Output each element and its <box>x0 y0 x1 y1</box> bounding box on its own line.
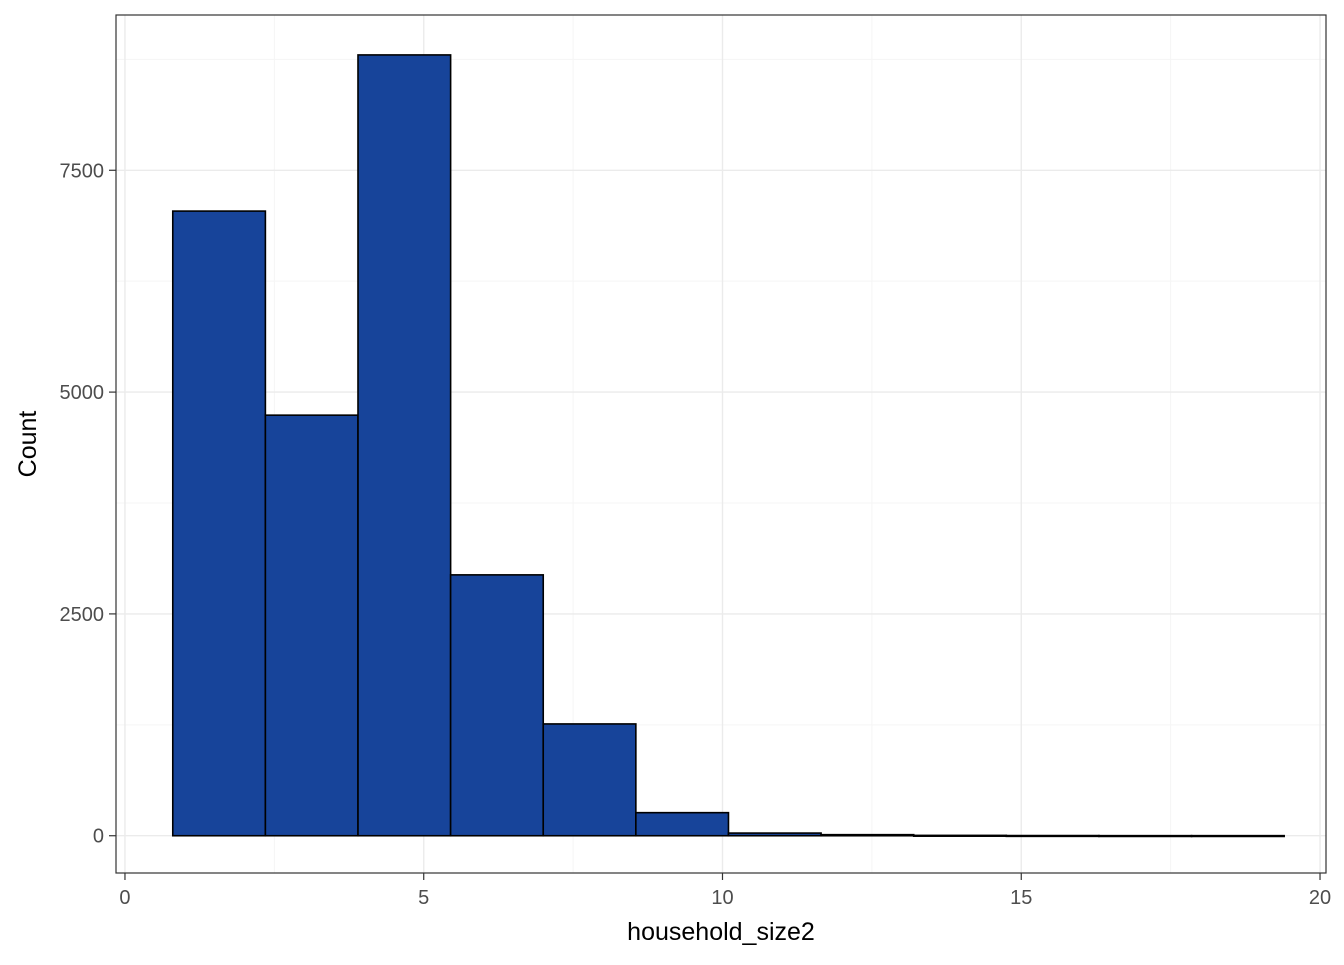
histogram-bar <box>171 210 267 837</box>
panel-border <box>115 14 1327 874</box>
x-tick-label: 10 <box>711 887 733 909</box>
histogram-bar <box>1098 834 1193 838</box>
y-axis-title: Count <box>14 411 42 478</box>
y-tick-label: 7500 <box>60 160 105 182</box>
y-axis-ticks: 0 2500 5000 7500 <box>60 160 116 848</box>
y-tick-label: 2500 <box>60 604 105 626</box>
histogram-bar <box>727 832 822 837</box>
y-tick-label: 0 <box>93 826 104 848</box>
histogram-bar <box>912 834 1008 837</box>
histogram-bar <box>1190 834 1285 838</box>
x-tick-label: 5 <box>418 887 429 909</box>
x-axis-title: household_size2 <box>627 918 815 946</box>
x-tick-label: 15 <box>1010 887 1032 909</box>
histogram-bar <box>1005 834 1100 838</box>
histogram-bar <box>635 811 730 837</box>
histogram-bar <box>820 833 915 837</box>
histogram-bars <box>171 54 1285 838</box>
histogram-bar <box>449 574 545 837</box>
histogram-bar <box>264 414 359 837</box>
histogram-bar <box>357 54 452 837</box>
histogram-bar <box>542 723 637 837</box>
x-tick-label: 20 <box>1309 887 1331 909</box>
x-axis-ticks: 0 5 10 15 20 <box>119 873 1331 909</box>
y-tick-label: 5000 <box>60 382 105 404</box>
x-tick-label: 0 <box>119 887 130 909</box>
